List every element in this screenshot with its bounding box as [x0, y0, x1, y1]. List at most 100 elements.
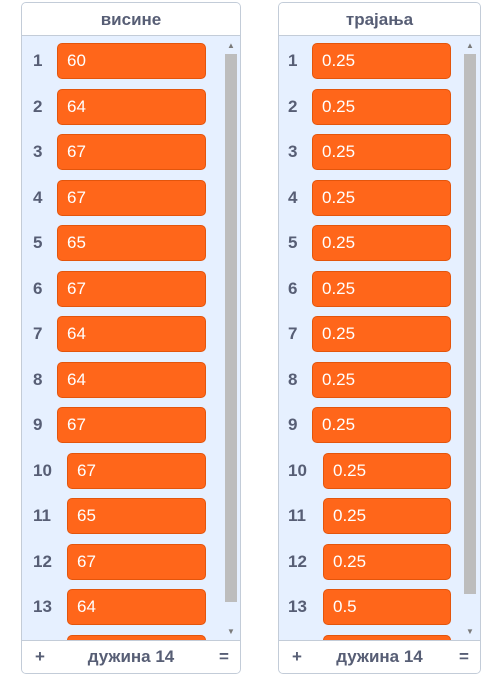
scroll-thumb[interactable]	[464, 54, 476, 594]
list-title: висине	[22, 3, 240, 36]
list-item: 5 65	[22, 220, 240, 265]
scrollbar[interactable]: ▲ ▼	[462, 40, 478, 638]
list-item: 8 64	[22, 357, 240, 402]
list-item-value[interactable]: 67	[57, 407, 206, 443]
list-item-value[interactable]	[323, 634, 451, 640]
scroll-up-arrow-icon[interactable]: ▲	[227, 41, 235, 50]
list-item-index: 10	[33, 460, 52, 480]
list-item: 8 0.25	[279, 357, 480, 402]
list-item: 3 67	[22, 129, 240, 174]
list-item: 7 0.25	[279, 311, 480, 356]
list-item: 6 0.25	[279, 266, 480, 311]
list-item-value[interactable]: 60	[57, 43, 206, 79]
list-item-value[interactable]: 0.5	[323, 589, 451, 625]
list-item-index: 11	[288, 506, 306, 525]
list-item: 9 0.25	[279, 402, 480, 447]
resize-handle[interactable]: =	[219, 647, 229, 666]
list-item: 7 64	[22, 311, 240, 356]
list-item-value[interactable]: 0.25	[323, 543, 451, 580]
list-body: 1 60 2 64 3 67 4 67 5 65 6 67 7 64 8 64 9 67 10 67 11 65 12 67 1…	[22, 36, 240, 640]
list-item-index: 3	[33, 142, 43, 161]
list-item-value[interactable]: 0.25	[312, 134, 451, 170]
list-item-index: 8	[33, 369, 43, 389]
list-item-index: 9	[288, 415, 298, 434]
list-item-value[interactable]: 64	[67, 589, 206, 625]
list-footer: + дужина 14 =	[279, 640, 480, 673]
list-item-index: 6	[33, 278, 43, 298]
list-item: 12 0.25	[279, 539, 480, 584]
list-item-value[interactable]: 65	[67, 498, 206, 534]
list-body: 1 0.25 2 0.25 3 0.25 4 0.25 5 0.25 6 0.25 7 0.25 8 0.25…	[279, 36, 480, 640]
list-item-value[interactable]: 0.25	[323, 498, 451, 534]
list-item-index: 14	[288, 630, 307, 641]
list-item: 6 67	[22, 266, 240, 311]
list-item-value[interactable]: 67	[57, 134, 206, 170]
list-item-value[interactable]: 0.25	[312, 270, 451, 307]
list-item-value[interactable]: 0.25	[312, 407, 451, 443]
list-item-value[interactable]: 64	[57, 316, 206, 352]
list-item-index: 5	[288, 233, 298, 252]
list-item-value[interactable]: 67	[67, 452, 206, 489]
add-item-button[interactable]: +	[35, 647, 45, 666]
scrollbar[interactable]: ▲ ▼	[223, 40, 239, 638]
list-item: 10 67	[22, 448, 240, 493]
list-item-value[interactable]	[67, 634, 206, 640]
list-item: 13 0.5	[279, 584, 480, 629]
list-monitor-heights: висине 1 60 2 64 3 67 4 67 5 65 6 67 7 64 8 64 9 67 10 67 11…	[21, 2, 241, 674]
scroll-thumb[interactable]	[225, 54, 237, 602]
list-item-value[interactable]: 0.25	[312, 361, 451, 398]
list-item-value[interactable]: 67	[57, 270, 206, 307]
list-item: 5 0.25	[279, 220, 480, 265]
list-item-value[interactable]: 64	[57, 88, 206, 125]
list-item-index: 3	[288, 142, 298, 161]
list-item-index: 7	[288, 324, 298, 343]
list-item-value[interactable]: 0.25	[312, 88, 451, 125]
list-item: 14	[279, 630, 480, 641]
scroll-down-arrow-icon[interactable]: ▼	[227, 627, 235, 636]
list-item: 12 67	[22, 539, 240, 584]
list-item-value[interactable]: 0.25	[312, 179, 451, 216]
list-item-index: 5	[33, 233, 43, 252]
list-item-value[interactable]: 67	[57, 179, 206, 216]
list-item: 2 0.25	[279, 84, 480, 129]
list-item-value[interactable]: 64	[57, 361, 206, 398]
list-item-index: 14	[33, 630, 52, 641]
list-monitor-durations: трајања 1 0.25 2 0.25 3 0.25 4 0.25 5 0.25 6 0.25 7 0…	[278, 2, 481, 674]
list-item: 4 0.25	[279, 175, 480, 220]
list-length-label: дужина 14	[336, 647, 423, 666]
list-item-index: 4	[288, 187, 298, 207]
list-item: 11 65	[22, 493, 240, 538]
list-item-index: 2	[288, 96, 298, 116]
list-item-index: 10	[288, 460, 307, 480]
scroll-down-arrow-icon[interactable]: ▼	[466, 627, 474, 636]
list-item: 2 64	[22, 84, 240, 129]
list-item: 10 0.25	[279, 448, 480, 493]
list-item: 1 0.25	[279, 38, 480, 83]
list-item-index: 9	[33, 415, 43, 434]
list-item: 1 60	[22, 38, 240, 83]
list-item-index: 2	[33, 96, 43, 116]
list-item-index: 1	[33, 51, 43, 70]
resize-handle[interactable]: =	[459, 647, 469, 666]
list-item-value[interactable]: 0.25	[312, 316, 451, 352]
list-item-value[interactable]: 65	[57, 225, 206, 261]
list-item-value[interactable]: 0.25	[312, 225, 451, 261]
list-item-value[interactable]: 0.25	[323, 452, 451, 489]
list-item-index: 8	[288, 369, 298, 389]
list-item-index: 13	[33, 597, 52, 616]
list-item: 14	[22, 630, 240, 641]
scroll-up-arrow-icon[interactable]: ▲	[466, 41, 474, 50]
list-item-index: 12	[33, 551, 52, 571]
list-item: 13 64	[22, 584, 240, 629]
list-length-label: дужина 14	[87, 647, 175, 666]
list-item-index: 11	[33, 506, 51, 525]
list-item-value[interactable]: 67	[67, 543, 206, 580]
list-item: 11 0.25	[279, 493, 480, 538]
list-item-index: 12	[288, 551, 307, 571]
list-item-index: 6	[288, 278, 298, 298]
add-item-button[interactable]: +	[292, 647, 302, 666]
list-item-value[interactable]: 0.25	[312, 43, 451, 79]
list-item-index: 13	[288, 597, 307, 616]
list-footer: + дужина 14 =	[22, 640, 240, 673]
list-item-index: 4	[33, 187, 43, 207]
